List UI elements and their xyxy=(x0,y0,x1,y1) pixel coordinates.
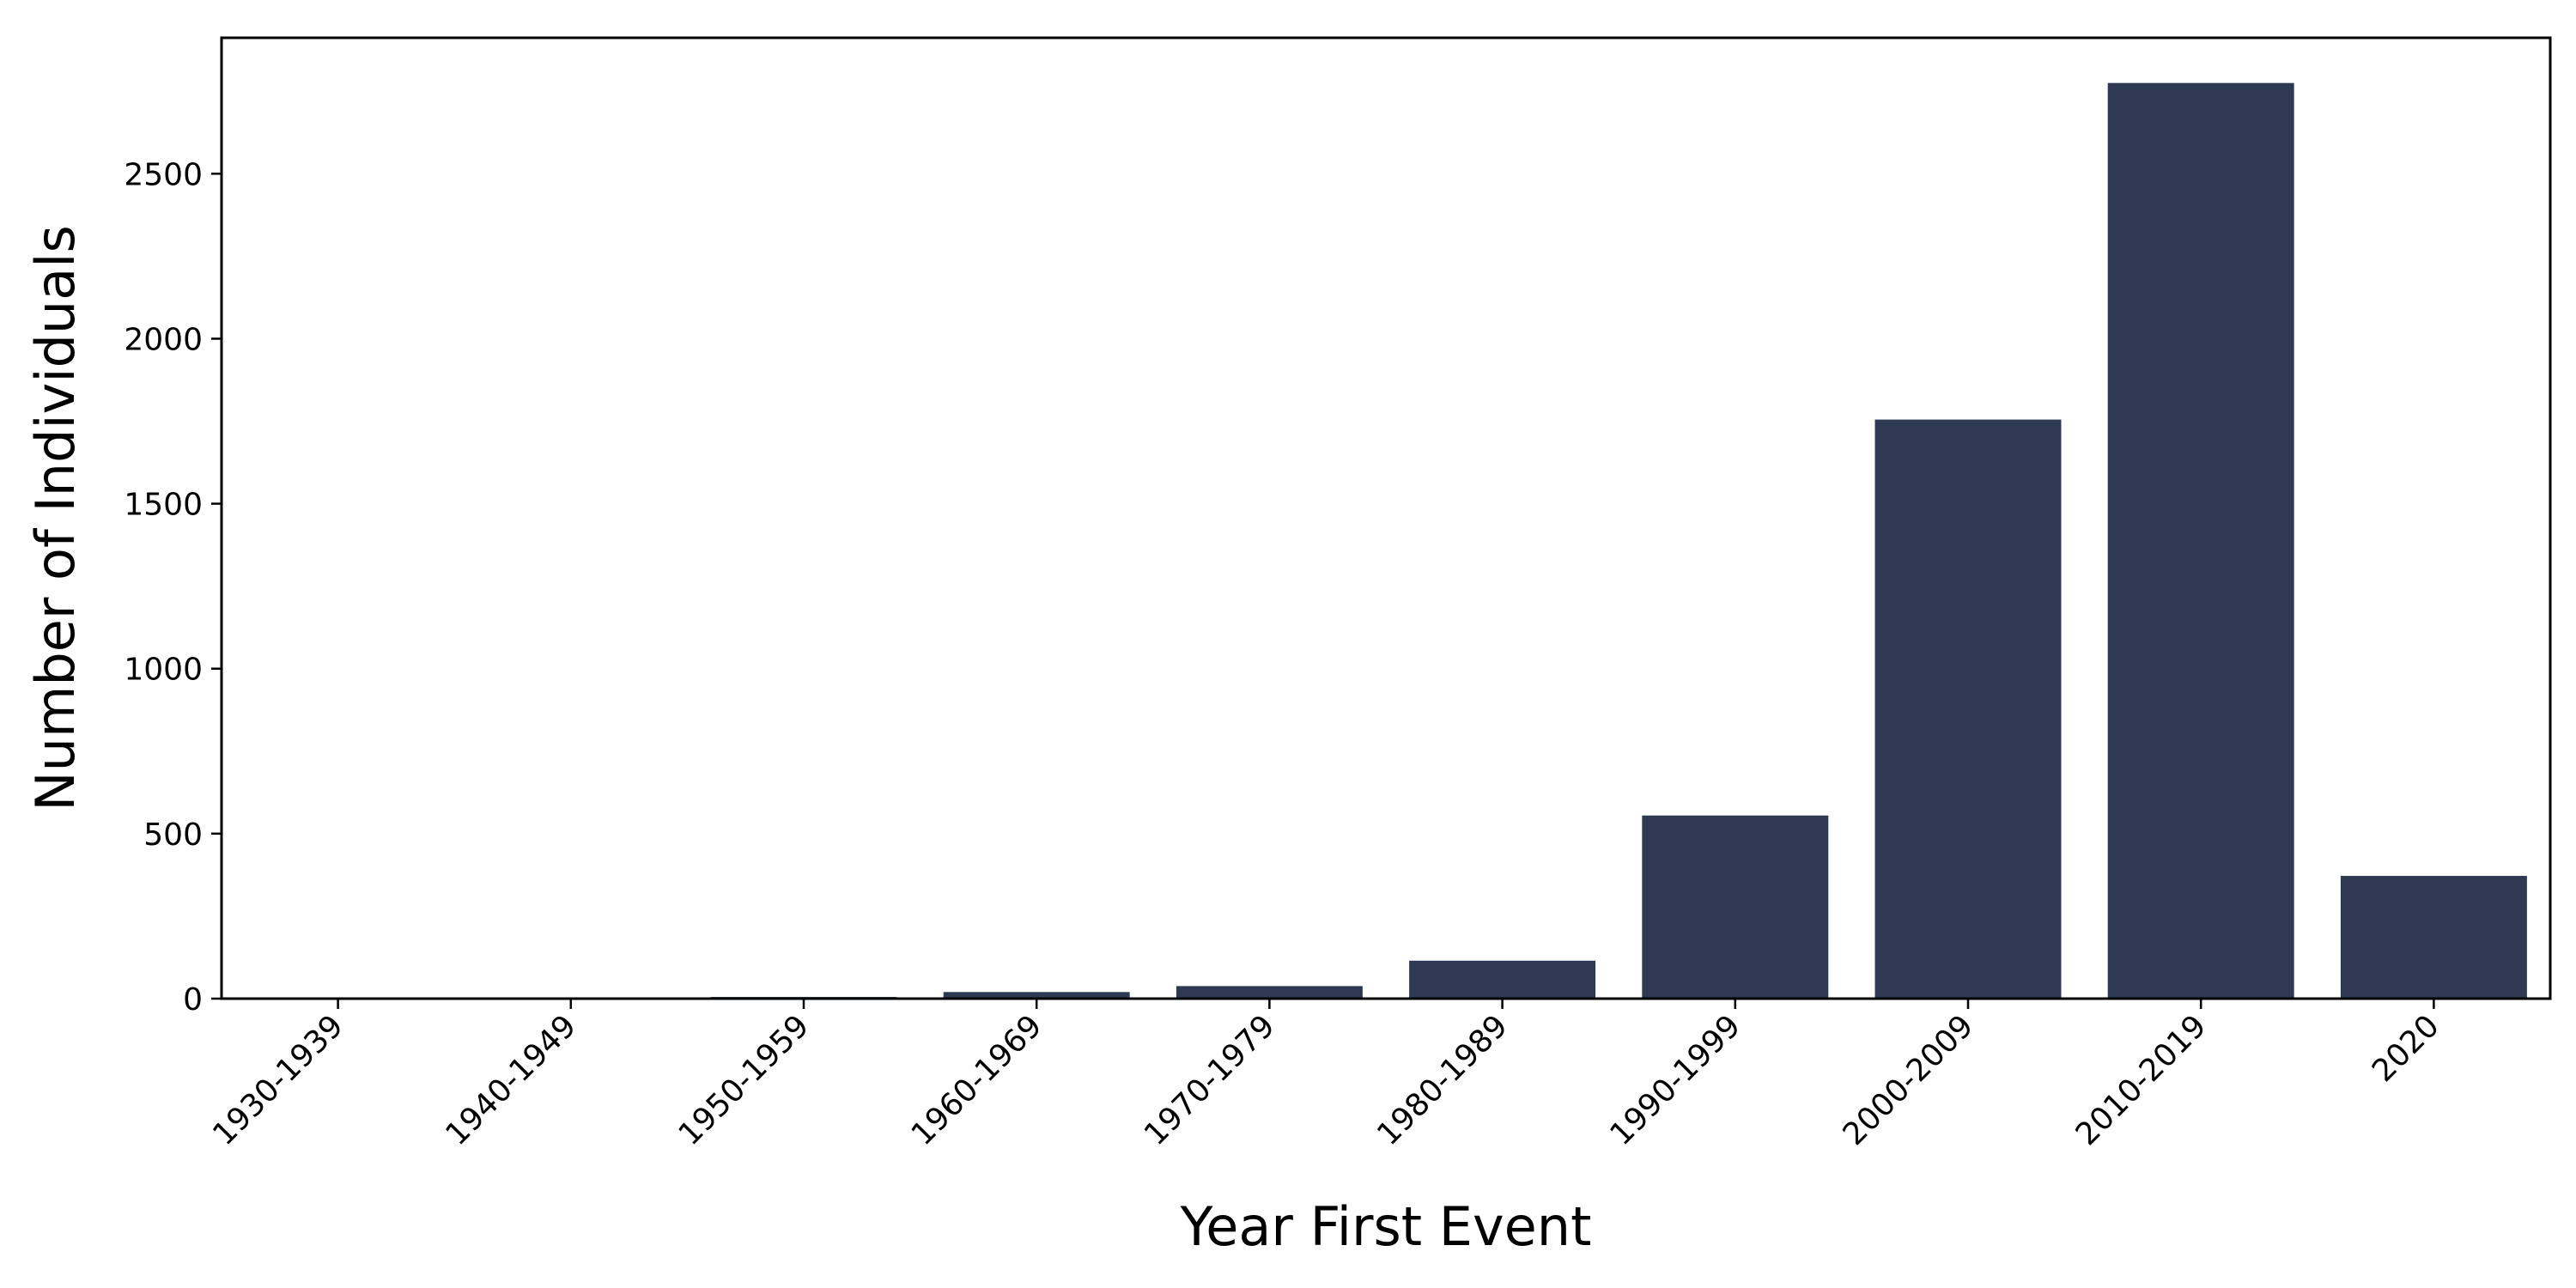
bar-1970-1979 xyxy=(1176,986,1363,999)
x-tick-label: 1990-1999 xyxy=(1603,1008,1747,1152)
x-axis-title: Year First Event xyxy=(1180,1195,1592,1258)
bar-2020 xyxy=(2340,876,2527,999)
x-tick-label: 1930-1939 xyxy=(206,1008,350,1152)
x-tick-label: 1940-1949 xyxy=(439,1008,583,1152)
x-tick-label: 2000-2009 xyxy=(1837,1008,1981,1152)
x-axis-ticks: 1930-1939 1940-1949 1950-1959 1960-1969 1970… xyxy=(206,999,2446,1152)
y-tick-label: 2500 xyxy=(124,157,203,192)
x-tick-label: 1980-1989 xyxy=(1370,1008,1515,1152)
x-tick-label: 2020 xyxy=(2366,1008,2446,1089)
bar-1990-1999 xyxy=(1642,815,1829,999)
y-tick-label: 1000 xyxy=(124,653,203,688)
y-axis-ticks: 0 500 1000 1500 2000 2500 xyxy=(124,157,222,1018)
bar-1980-1989 xyxy=(1409,960,1596,999)
x-tick-label: 2010-2019 xyxy=(2069,1008,2214,1152)
y-axis-title: Number of Individuals xyxy=(24,225,87,811)
x-tick-label: 1960-1969 xyxy=(905,1008,1049,1152)
y-tick-label: 0 xyxy=(183,982,203,1018)
bar-series xyxy=(245,82,2527,999)
plot-frame xyxy=(220,36,2552,1000)
x-tick-label: 1970-1979 xyxy=(1138,1008,1282,1152)
y-tick-label: 2000 xyxy=(124,322,203,357)
y-tick-label: 1500 xyxy=(124,488,203,523)
bar-1960-1969 xyxy=(943,992,1130,999)
x-tick-label: 1950-1959 xyxy=(672,1008,817,1152)
bar-2010-2019 xyxy=(2107,82,2294,999)
y-tick-label: 500 xyxy=(143,817,203,853)
bar-2000-2009 xyxy=(1874,419,2062,999)
